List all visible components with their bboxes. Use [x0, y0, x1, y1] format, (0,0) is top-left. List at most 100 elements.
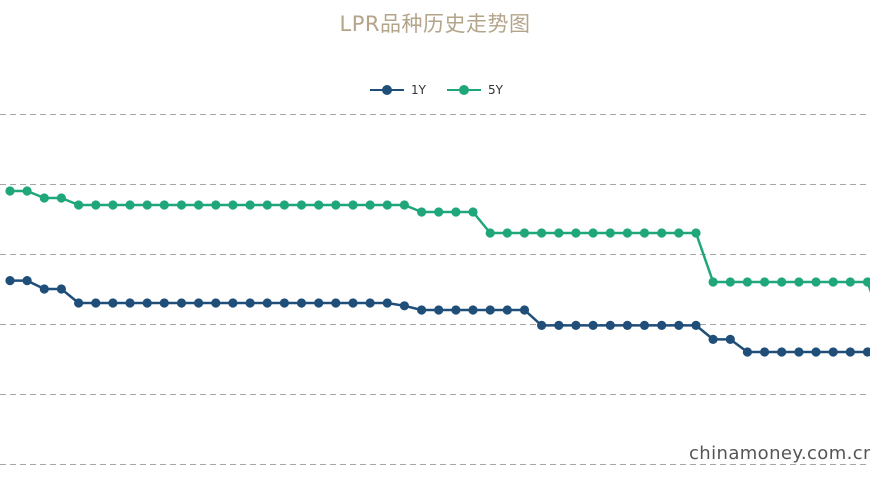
data-point-5y[interactable]: [519, 228, 530, 238]
data-point-1y[interactable]: [245, 298, 255, 308]
data-point-5y[interactable]: [537, 228, 547, 238]
data-point-1y[interactable]: [588, 320, 598, 330]
data-point-5y[interactable]: [468, 207, 478, 217]
data-point-1y[interactable]: [811, 347, 821, 357]
data-point-1y[interactable]: [571, 320, 581, 330]
data-point-1y[interactable]: [845, 347, 855, 357]
data-point-1y[interactable]: [348, 298, 358, 308]
data-point-5y[interactable]: [674, 228, 684, 238]
data-point-5y[interactable]: [794, 277, 804, 287]
data-point-1y[interactable]: [519, 305, 530, 315]
data-point-1y[interactable]: [399, 301, 409, 311]
data-point-5y[interactable]: [399, 200, 409, 210]
data-point-1y[interactable]: [451, 305, 461, 315]
data-point-1y[interactable]: [468, 305, 478, 315]
data-point-5y[interactable]: [845, 277, 855, 287]
data-point-1y[interactable]: [760, 347, 770, 357]
data-point-5y[interactable]: [691, 228, 701, 238]
data-point-5y[interactable]: [296, 200, 307, 210]
data-point-5y[interactable]: [777, 277, 787, 287]
data-point-1y[interactable]: [142, 298, 152, 308]
data-point-5y[interactable]: [331, 200, 341, 210]
data-point-5y[interactable]: [657, 228, 667, 238]
data-point-5y[interactable]: [194, 200, 204, 210]
data-point-5y[interactable]: [811, 277, 821, 287]
legend-item-5y[interactable]: 5Y: [447, 80, 503, 100]
data-point-1y[interactable]: [725, 334, 735, 344]
data-point-5y[interactable]: [639, 228, 650, 238]
data-point-5y[interactable]: [56, 193, 66, 203]
data-point-5y[interactable]: [708, 277, 718, 287]
data-point-5y[interactable]: [554, 228, 564, 238]
data-point-5y[interactable]: [365, 200, 375, 210]
data-point-1y[interactable]: [91, 298, 101, 308]
data-point-1y[interactable]: [108, 298, 118, 308]
data-point-5y[interactable]: [605, 228, 615, 238]
data-point-5y[interactable]: [451, 207, 461, 217]
data-point-1y[interactable]: [485, 305, 495, 315]
data-point-1y[interactable]: [417, 305, 427, 315]
data-point-5y[interactable]: [91, 200, 101, 210]
data-point-1y[interactable]: [56, 284, 66, 294]
data-point-5y[interactable]: [348, 200, 358, 210]
data-point-5y[interactable]: [760, 277, 770, 287]
data-point-5y[interactable]: [725, 277, 735, 287]
data-point-1y[interactable]: [862, 347, 870, 357]
data-point-1y[interactable]: [537, 320, 547, 330]
data-point-1y[interactable]: [262, 298, 272, 308]
data-point-1y[interactable]: [674, 320, 684, 330]
data-point-1y[interactable]: [639, 320, 650, 330]
data-point-1y[interactable]: [331, 298, 341, 308]
data-point-5y[interactable]: [142, 200, 152, 210]
data-point-5y[interactable]: [22, 186, 32, 196]
data-point-1y[interactable]: [159, 298, 169, 308]
data-point-5y[interactable]: [245, 200, 255, 210]
data-point-1y[interactable]: [777, 347, 787, 357]
data-point-1y[interactable]: [74, 298, 84, 308]
data-point-5y[interactable]: [176, 200, 187, 210]
data-point-5y[interactable]: [5, 186, 15, 196]
data-point-1y[interactable]: [554, 320, 564, 330]
data-point-5y[interactable]: [125, 200, 135, 210]
data-point-1y[interactable]: [382, 298, 392, 308]
data-point-1y[interactable]: [125, 298, 135, 308]
data-point-1y[interactable]: [176, 298, 187, 308]
data-point-5y[interactable]: [108, 200, 118, 210]
data-point-5y[interactable]: [39, 193, 49, 203]
data-point-1y[interactable]: [194, 298, 204, 308]
data-point-1y[interactable]: [691, 320, 701, 330]
data-point-5y[interactable]: [622, 228, 633, 238]
data-point-1y[interactable]: [622, 320, 633, 330]
data-point-1y[interactable]: [657, 320, 667, 330]
data-point-5y[interactable]: [314, 200, 324, 210]
data-point-1y[interactable]: [5, 276, 15, 286]
data-point-5y[interactable]: [159, 200, 169, 210]
data-point-5y[interactable]: [485, 228, 495, 238]
data-point-5y[interactable]: [862, 277, 870, 287]
data-point-5y[interactable]: [588, 228, 598, 238]
data-point-5y[interactable]: [417, 207, 427, 217]
data-point-5y[interactable]: [502, 228, 512, 238]
data-point-5y[interactable]: [742, 277, 753, 287]
data-point-1y[interactable]: [434, 305, 444, 315]
data-point-1y[interactable]: [502, 305, 512, 315]
data-point-5y[interactable]: [571, 228, 581, 238]
data-point-1y[interactable]: [211, 298, 221, 308]
data-point-5y[interactable]: [279, 200, 289, 210]
data-point-1y[interactable]: [228, 298, 238, 308]
data-point-5y[interactable]: [74, 200, 84, 210]
data-point-1y[interactable]: [22, 276, 32, 286]
data-point-1y[interactable]: [296, 298, 307, 308]
data-point-5y[interactable]: [434, 207, 444, 217]
data-point-1y[interactable]: [708, 334, 718, 344]
data-point-1y[interactable]: [794, 347, 804, 357]
data-point-5y[interactable]: [211, 200, 221, 210]
data-point-1y[interactable]: [742, 347, 753, 357]
data-point-1y[interactable]: [605, 320, 615, 330]
data-point-5y[interactable]: [382, 200, 392, 210]
data-point-1y[interactable]: [314, 298, 324, 308]
data-point-1y[interactable]: [279, 298, 289, 308]
data-point-1y[interactable]: [828, 347, 838, 357]
data-point-5y[interactable]: [828, 277, 838, 287]
data-point-5y[interactable]: [262, 200, 272, 210]
